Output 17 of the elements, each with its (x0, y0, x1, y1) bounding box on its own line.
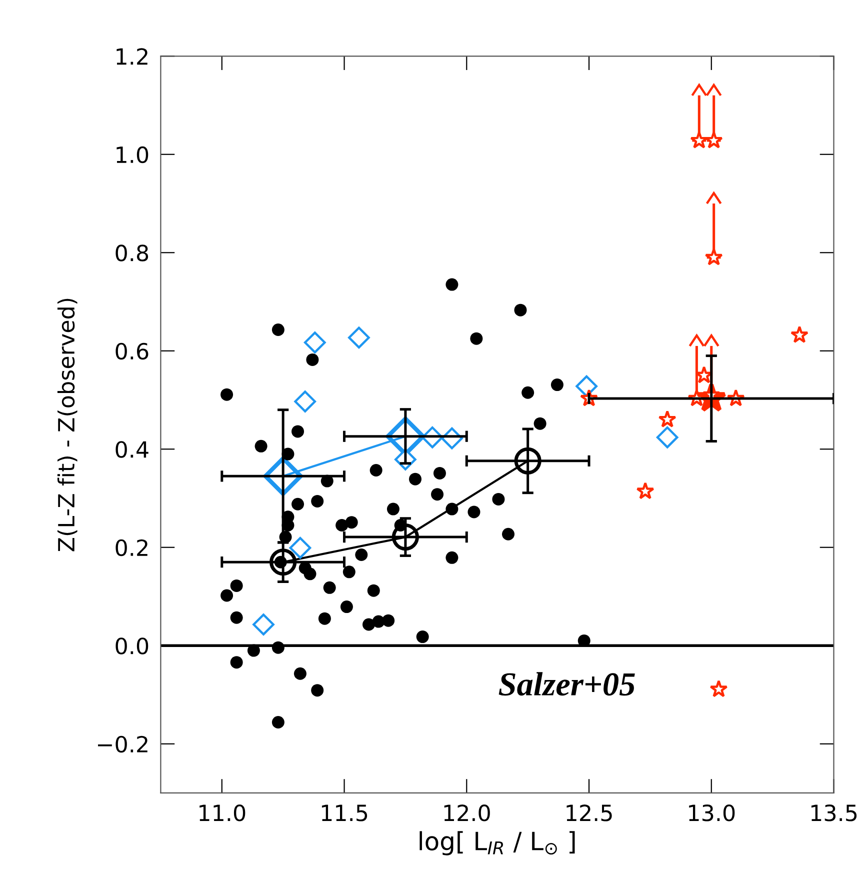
y-tick-label: 0.0 (116, 638, 148, 654)
x-tick-label: 11.5 (322, 804, 368, 822)
y-tick-label: 0.8 (116, 244, 148, 262)
x-axis-title: log[ L$_{IR}$ / L$_{⊙}$ ] (420, 831, 575, 856)
x-tick-label: 11.0 (200, 804, 246, 822)
y-tick-label: 0.6 (116, 342, 148, 360)
y-tick-label: 1.2 (116, 48, 148, 65)
x-tick-label: 13.0 (689, 804, 735, 822)
y-tick-label: −0.2 (98, 736, 148, 753)
ref-line-label: Salzer+05 (498, 672, 635, 696)
x-tick-label: 12.0 (444, 804, 490, 822)
y-tick-label: 0.4 (116, 441, 148, 458)
y-tick-label: 1.0 (116, 146, 148, 164)
y-axis-title: Z(L-Z fit) - Z(observed) (57, 298, 78, 552)
y-tick-label: 0.2 (116, 539, 148, 556)
x-tick-label: 13.5 (811, 804, 857, 822)
x-tick-label: 12.5 (566, 804, 612, 822)
